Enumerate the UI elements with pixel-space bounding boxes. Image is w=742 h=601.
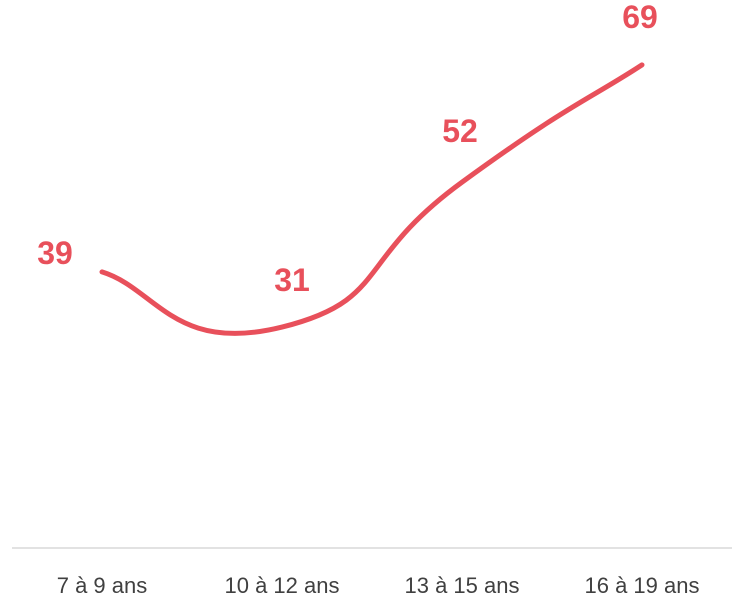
data-label: 52 <box>442 113 478 149</box>
x-tick-label: 7 à 9 ans <box>57 573 148 598</box>
data-label: 69 <box>622 0 658 35</box>
x-tick-label: 13 à 15 ans <box>405 573 520 598</box>
data-labels: 39 31 52 69 <box>37 0 658 298</box>
x-tick-labels: 7 à 9 ans 10 à 12 ans 13 à 15 ans 16 à 19 a… <box>57 573 700 598</box>
series-line <box>99 62 645 336</box>
x-tick-label: 10 à 12 ans <box>225 573 340 598</box>
data-label: 39 <box>37 235 73 271</box>
x-tick-label: 16 à 19 ans <box>585 573 700 598</box>
data-label: 31 <box>274 262 310 298</box>
